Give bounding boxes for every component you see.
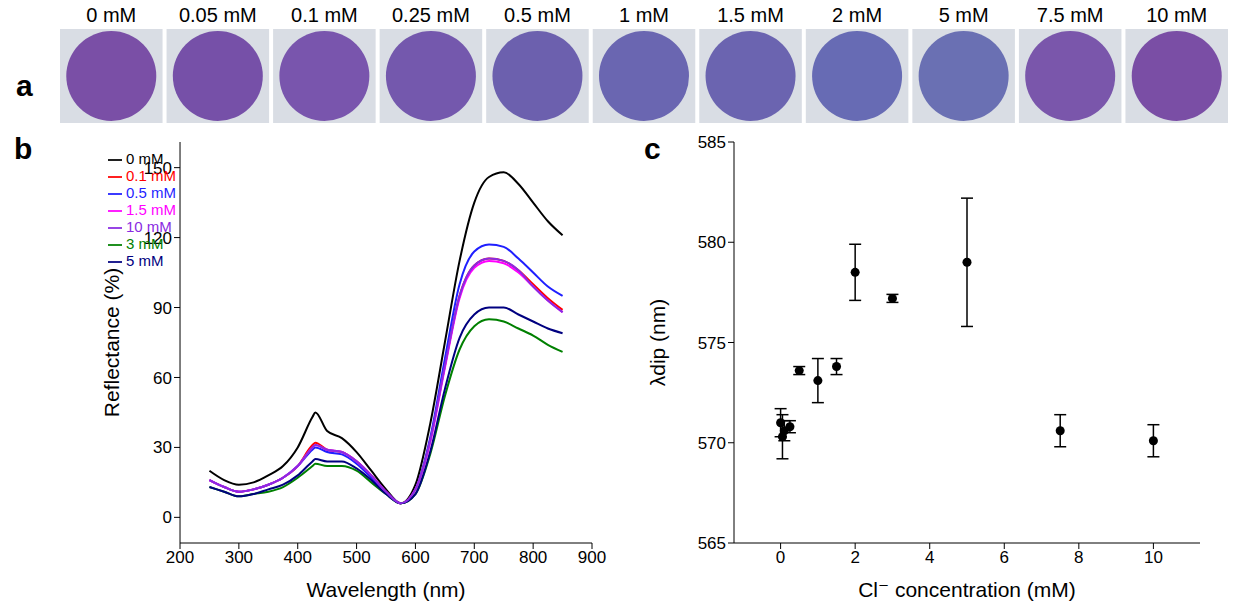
svg-text:0.05 mM: 0.05 mM [179, 4, 257, 26]
svg-text:2: 2 [850, 548, 859, 567]
svg-text:2 mM: 2 mM [832, 4, 882, 26]
svg-text:0 mM: 0 mM [86, 4, 136, 26]
svg-text:λdip (nm): λdip (nm) [646, 299, 669, 387]
svg-text:570: 570 [698, 434, 726, 453]
svg-text:500: 500 [342, 548, 370, 567]
svg-text:700: 700 [460, 548, 488, 567]
svg-text:565: 565 [698, 534, 726, 553]
svg-text:150: 150 [144, 159, 172, 178]
svg-text:6: 6 [1000, 548, 1009, 567]
svg-text:4: 4 [925, 548, 934, 567]
svg-text:60: 60 [153, 369, 172, 388]
svg-text:300: 300 [225, 548, 253, 567]
svg-text:a: a [16, 69, 33, 102]
svg-text:600: 600 [401, 548, 429, 567]
svg-text:Reflectance (%): Reflectance (%) [100, 268, 123, 417]
svg-text:0.1 mM: 0.1 mM [291, 4, 358, 26]
svg-text:400: 400 [284, 548, 312, 567]
svg-text:0: 0 [163, 508, 172, 527]
svg-text:580: 580 [698, 233, 726, 252]
svg-text:7.5 mM: 7.5 mM [1037, 4, 1104, 26]
svg-text:5 mM: 5 mM [939, 4, 989, 26]
svg-text:200: 200 [166, 548, 194, 567]
svg-text:90: 90 [153, 299, 172, 318]
svg-text:120: 120 [144, 229, 172, 248]
svg-text:575: 575 [698, 334, 726, 353]
svg-text:10: 10 [1144, 548, 1163, 567]
svg-text:0.5 mM: 0.5 mM [504, 4, 571, 26]
svg-text:Cl⁻ concentration (mM): Cl⁻ concentration (mM) [858, 578, 1076, 601]
svg-text:0.25 mM: 0.25 mM [392, 4, 470, 26]
svg-text:585: 585 [698, 133, 726, 152]
svg-text:10 mM: 10 mM [1146, 4, 1207, 26]
svg-text:800: 800 [519, 548, 547, 567]
svg-text:Wavelength (nm): Wavelength (nm) [306, 578, 465, 601]
svg-text:0: 0 [776, 548, 785, 567]
svg-text:1 mM: 1 mM [619, 4, 669, 26]
svg-text:8: 8 [1074, 548, 1083, 567]
svg-text:1.5 mM: 1.5 mM [717, 4, 784, 26]
svg-text:900: 900 [578, 548, 606, 567]
svg-text:30: 30 [153, 438, 172, 457]
